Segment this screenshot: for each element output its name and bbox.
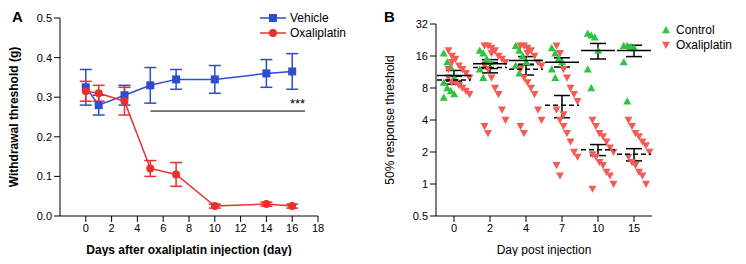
svg-text:6: 6 xyxy=(160,222,166,234)
svg-text:Day post injection: Day post injection xyxy=(497,243,592,256)
svg-text:0.1: 0.1 xyxy=(37,170,52,182)
svg-text:10: 10 xyxy=(592,222,604,234)
html-text:A: A xyxy=(12,8,23,25)
svg-text:12: 12 xyxy=(234,222,246,234)
svg-text:0: 0 xyxy=(451,222,457,234)
svg-text:0.5: 0.5 xyxy=(413,210,428,222)
svg-text:8: 8 xyxy=(186,222,192,234)
svg-text:0.3: 0.3 xyxy=(37,91,52,103)
svg-text:4: 4 xyxy=(422,114,428,126)
svg-text:0.4: 0.4 xyxy=(37,52,52,64)
svg-text:4: 4 xyxy=(134,222,140,234)
svg-text:7: 7 xyxy=(559,222,565,234)
svg-text:18: 18 xyxy=(312,222,324,234)
html-text:Control: Control xyxy=(676,22,715,37)
svg-text:32: 32 xyxy=(416,18,428,30)
svg-text:1: 1 xyxy=(422,178,428,190)
svg-text:4: 4 xyxy=(523,222,529,234)
svg-text:0.0: 0.0 xyxy=(37,210,52,222)
svg-text:14: 14 xyxy=(260,222,272,234)
svg-text:***: *** xyxy=(290,96,305,111)
html-text:Oxaliplatin: Oxaliplatin xyxy=(290,25,346,40)
svg-text:2: 2 xyxy=(422,146,428,158)
svg-text:2: 2 xyxy=(487,222,493,234)
html-text:B: B xyxy=(384,8,395,25)
html-text:Vehicle: Vehicle xyxy=(290,10,329,25)
svg-text:0.2: 0.2 xyxy=(37,131,52,143)
svg-text:16: 16 xyxy=(416,50,428,62)
svg-text:50% response threshold: 50% response threshold xyxy=(383,55,397,184)
svg-text:8: 8 xyxy=(422,82,428,94)
svg-text:Days after oxaliplatin injecti: Days after oxaliplatin injection (day) xyxy=(86,243,291,256)
svg-text:0.5: 0.5 xyxy=(37,12,52,24)
svg-text:Withdrawal threshold (g): Withdrawal threshold (g) xyxy=(8,47,21,188)
html-text:Oxaliplatin: Oxaliplatin xyxy=(676,37,732,52)
svg-text:10: 10 xyxy=(209,222,221,234)
svg-text:16: 16 xyxy=(286,222,298,234)
svg-text:2: 2 xyxy=(109,222,115,234)
svg-text:0: 0 xyxy=(83,222,89,234)
svg-text:15: 15 xyxy=(628,222,640,234)
